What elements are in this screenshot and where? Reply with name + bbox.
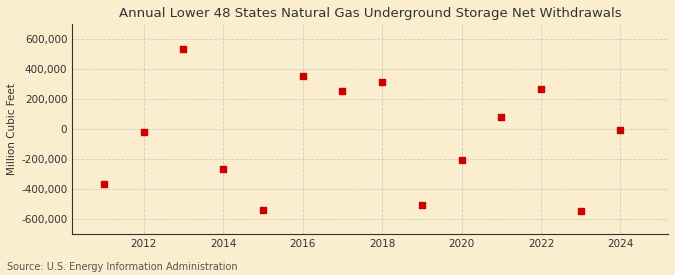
Point xyxy=(416,203,427,208)
Point xyxy=(178,47,189,52)
Point xyxy=(535,87,546,91)
Point xyxy=(297,74,308,79)
Y-axis label: Million Cubic Feet: Million Cubic Feet xyxy=(7,83,17,175)
Point xyxy=(218,166,229,171)
Point xyxy=(615,128,626,133)
Point xyxy=(337,89,348,94)
Text: Source: U.S. Energy Information Administration: Source: U.S. Energy Information Administ… xyxy=(7,262,238,272)
Point xyxy=(575,208,586,213)
Point xyxy=(456,158,467,163)
Point xyxy=(138,130,149,134)
Title: Annual Lower 48 States Natural Gas Underground Storage Net Withdrawals: Annual Lower 48 States Natural Gas Under… xyxy=(119,7,622,20)
Point xyxy=(99,182,109,187)
Point xyxy=(377,80,387,85)
Point xyxy=(496,115,507,119)
Point xyxy=(257,208,268,212)
